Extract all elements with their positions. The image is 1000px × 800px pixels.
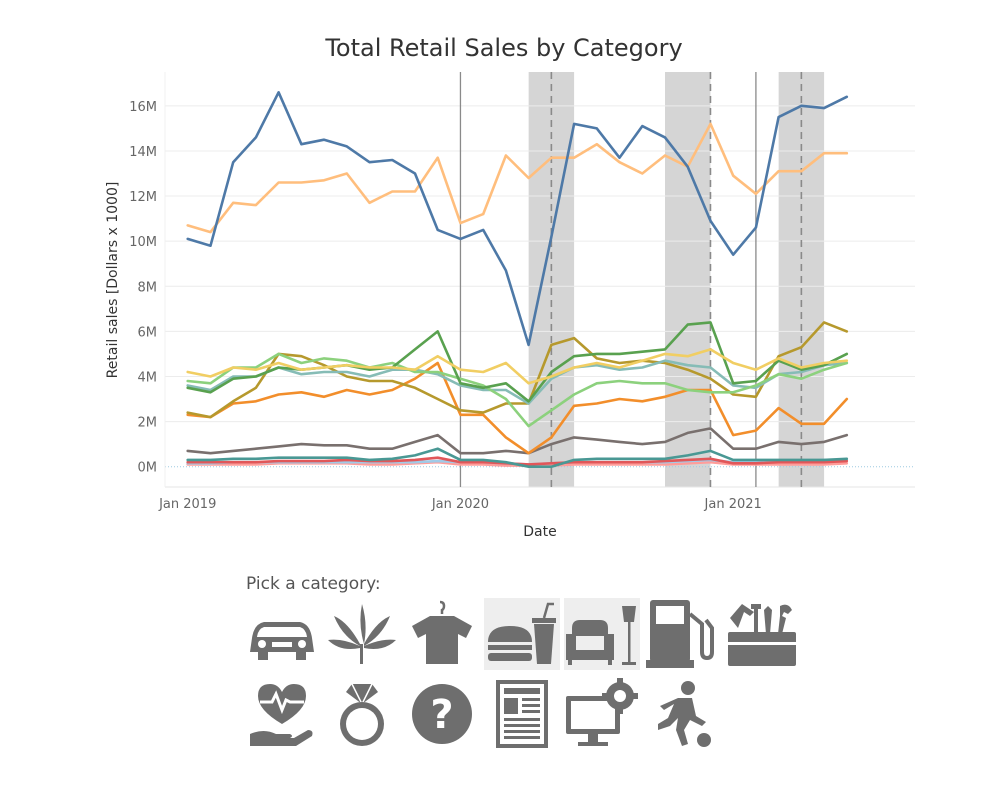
shirt-icon[interactable] bbox=[404, 598, 480, 670]
series-line-2 bbox=[186, 348, 849, 385]
x-tick-label: Jan 2021 bbox=[704, 497, 762, 512]
health-care-icon[interactable] bbox=[244, 678, 320, 750]
svg-text:?: ? bbox=[430, 692, 453, 738]
pick-category-label: Pick a category: bbox=[246, 574, 381, 594]
series-line-0 bbox=[186, 91, 849, 347]
y-axis-label: Retail sales [Dollars x 1000] bbox=[105, 182, 121, 379]
gas-pump-icon[interactable] bbox=[644, 598, 720, 670]
retail-sales-chart: Total Retail Sales by Category 0M 2M 4M 6M 8… bbox=[105, 34, 915, 540]
shaded-period-1 bbox=[665, 72, 711, 487]
car-icon[interactable] bbox=[244, 598, 320, 670]
series-line-6 bbox=[186, 321, 849, 419]
series-line-4 bbox=[186, 352, 849, 428]
y-tick-label: 10M bbox=[129, 235, 157, 250]
x-tick-label: Jan 2020 bbox=[431, 497, 489, 512]
x-axis-label: Date bbox=[523, 524, 556, 540]
cannabis-leaf-icon[interactable] bbox=[324, 598, 400, 670]
series-line-8 bbox=[186, 427, 849, 455]
furniture-icon[interactable] bbox=[564, 598, 640, 670]
sports-icon[interactable] bbox=[644, 678, 720, 750]
y-tick-label: 6M bbox=[138, 325, 158, 340]
y-tick-label: 2M bbox=[138, 416, 158, 431]
y-tick-label: 4M bbox=[138, 370, 158, 385]
series-line-1 bbox=[186, 122, 849, 234]
series-line-9 bbox=[186, 447, 849, 468]
computer-gear-icon[interactable] bbox=[564, 678, 640, 750]
toolbox-icon[interactable] bbox=[724, 598, 800, 670]
x-tick-label: Jan 2019 bbox=[158, 497, 216, 512]
y-tick-label: 8M bbox=[138, 280, 158, 295]
y-tick-label: 0M bbox=[138, 461, 158, 476]
y-tick-label: 12M bbox=[129, 190, 157, 205]
series-line-3 bbox=[186, 321, 849, 403]
series-line-7 bbox=[186, 361, 849, 455]
category-picker: ? bbox=[244, 598, 804, 758]
food-drink-icon[interactable] bbox=[484, 598, 560, 670]
series-line-5 bbox=[186, 359, 849, 405]
chart-title: Total Retail Sales by Category bbox=[324, 34, 682, 62]
question-icon[interactable]: ? bbox=[404, 678, 480, 750]
y-tick-label: 14M bbox=[129, 145, 157, 160]
plot-area: 0M 2M 4M 6M 8M 10M 12M 14M 16M Jan 2019 Jan 2020 Ja… bbox=[129, 72, 915, 512]
ring-icon[interactable] bbox=[324, 678, 400, 750]
y-tick-label: 16M bbox=[129, 100, 157, 115]
newspaper-icon[interactable] bbox=[484, 678, 560, 750]
